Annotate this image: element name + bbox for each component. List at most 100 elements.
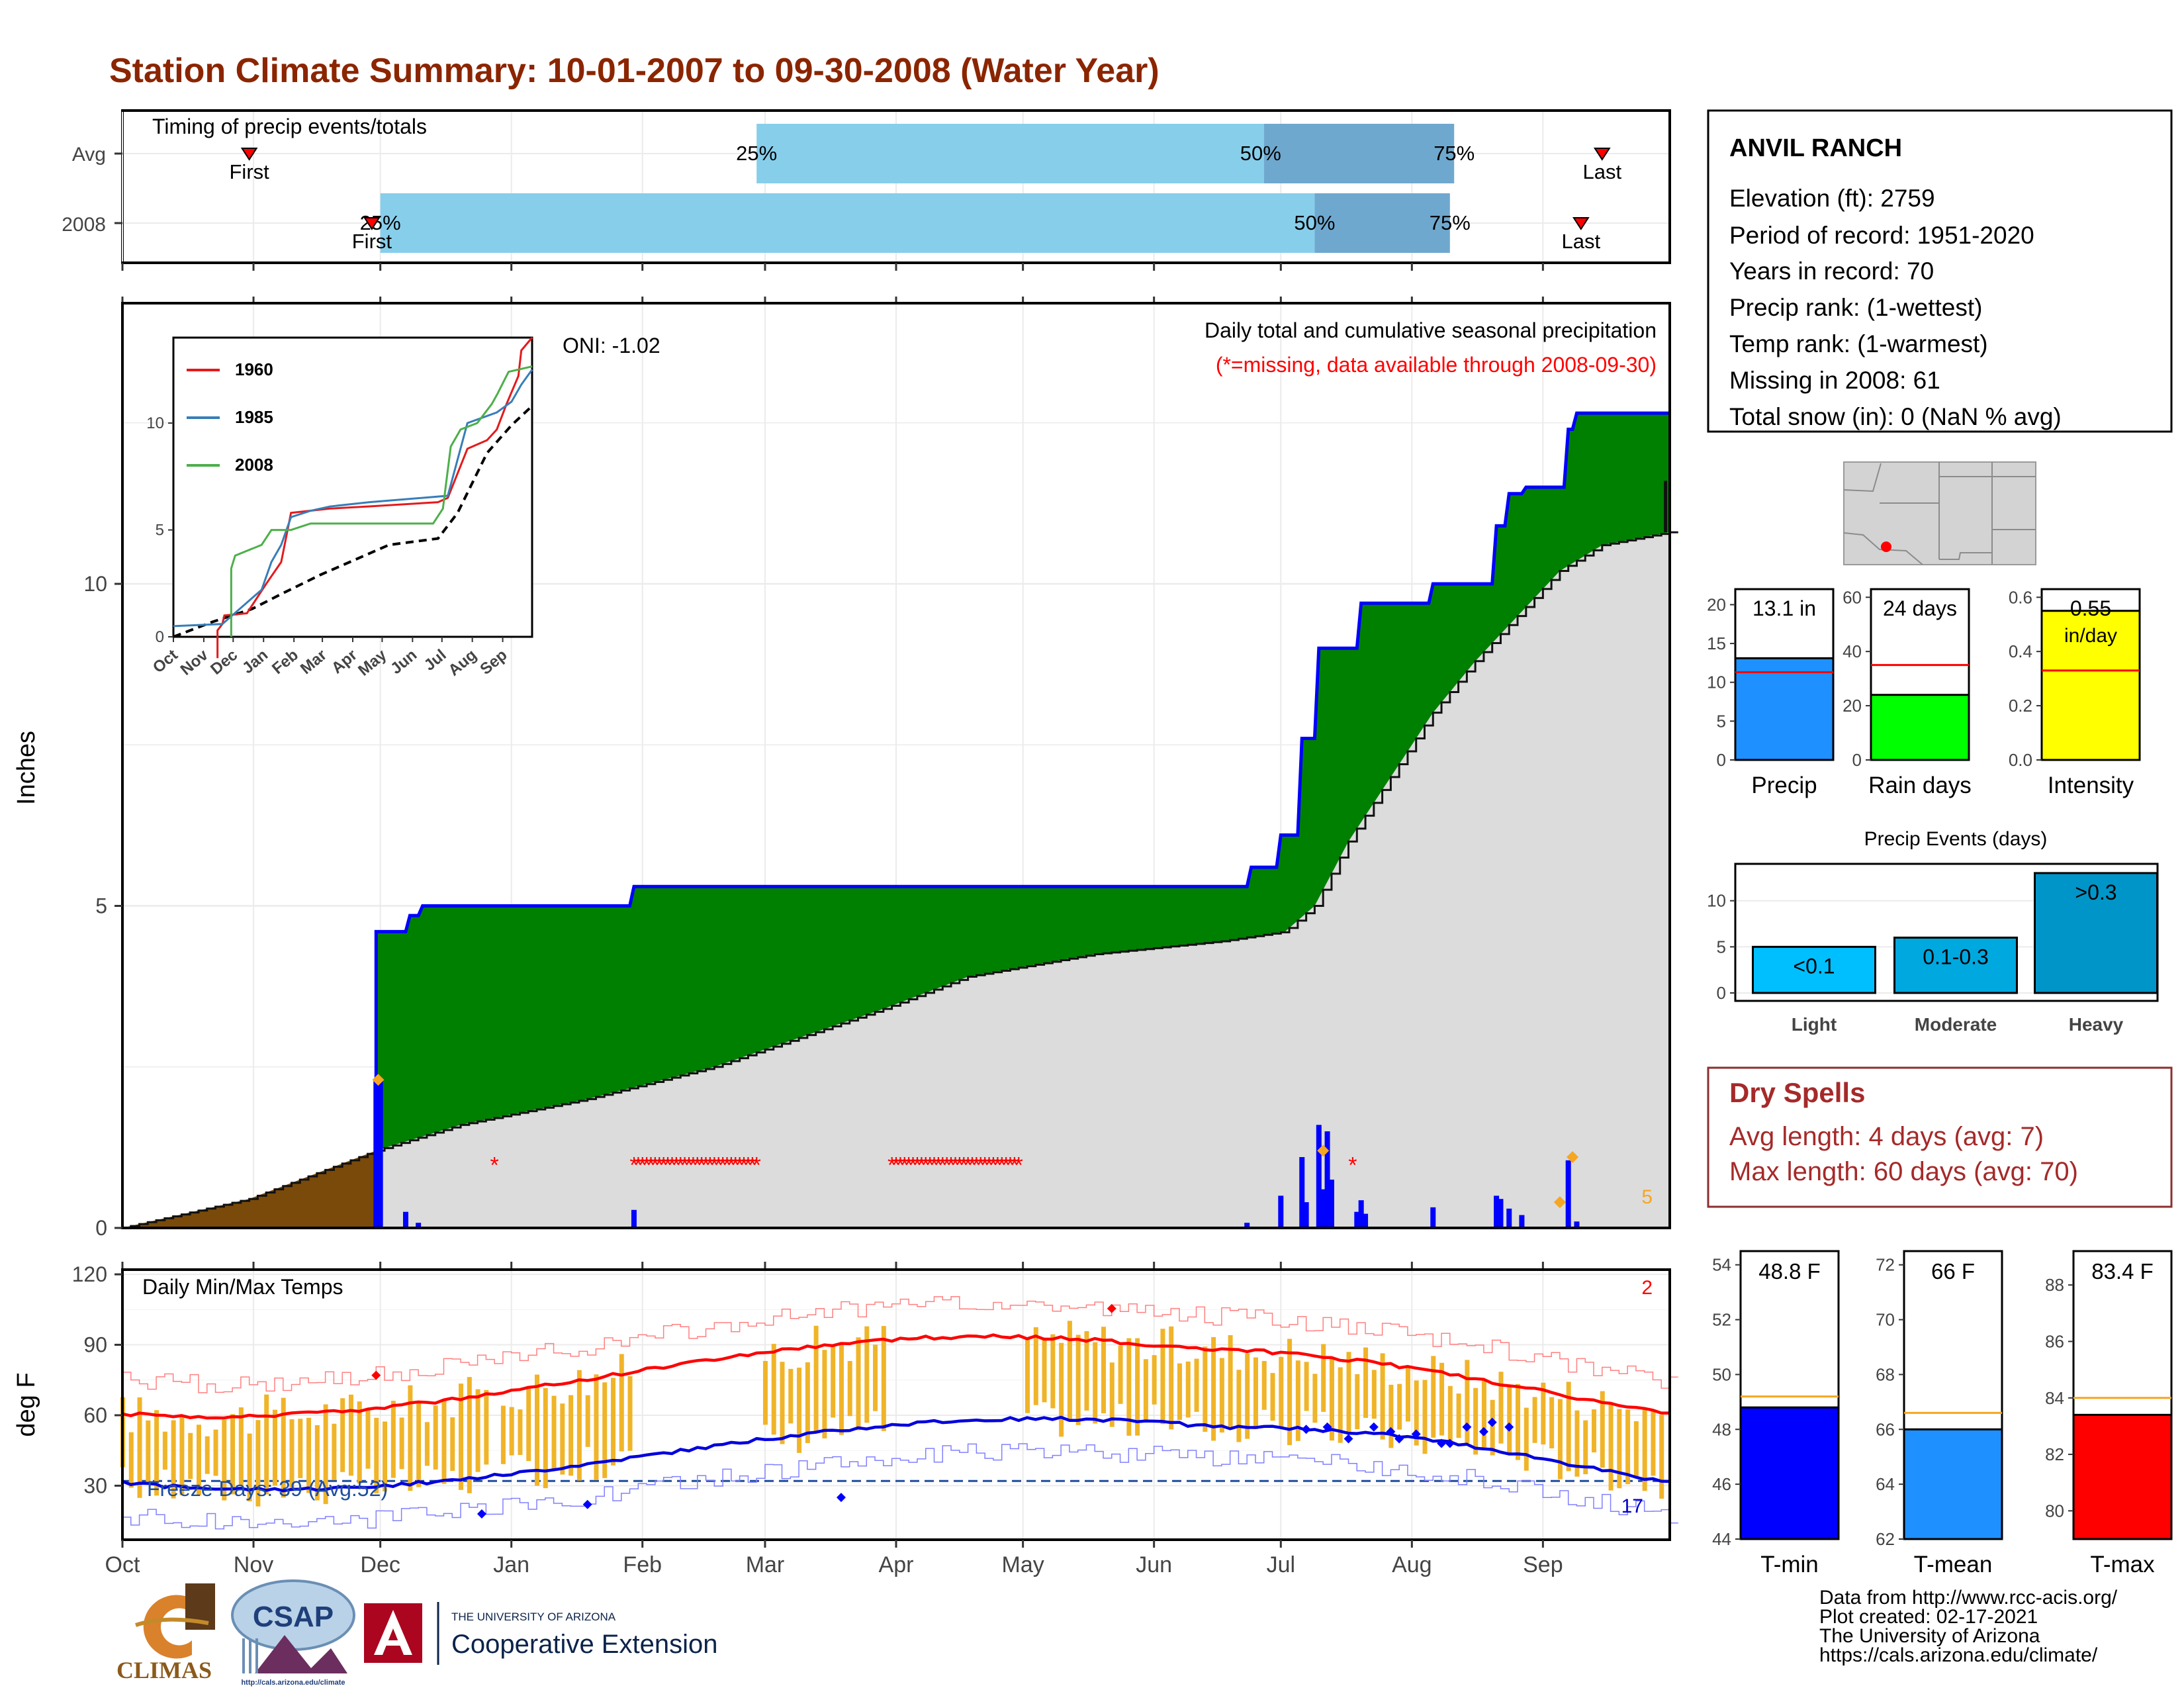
daily-temp-bar	[1101, 1327, 1107, 1414]
missing-marker: *	[668, 1153, 676, 1178]
daily-precip-bar	[1299, 1156, 1305, 1228]
temp-label: Daily Min/Max Temps	[142, 1275, 343, 1299]
daily-precip-bar	[1519, 1215, 1525, 1228]
cold-count: 17	[1621, 1495, 1643, 1517]
missing-marker: *	[663, 1153, 672, 1178]
missing-marker: *	[490, 1153, 499, 1178]
record-low-marker	[1301, 1425, 1311, 1434]
daily-temp-bar	[247, 1433, 252, 1502]
summary-ytick-label: 40	[1843, 641, 1862, 661]
dry-spells-avg: Avg length: 4 days (avg: 7)	[1729, 1122, 2044, 1151]
daily-temp-bar	[1405, 1366, 1410, 1422]
daily-temp-bar	[264, 1394, 269, 1495]
events-axis-label: Heavy	[2069, 1014, 2124, 1035]
daily-temp-bar	[332, 1423, 337, 1480]
daily-temp-bar	[788, 1368, 794, 1424]
summary-ytick-label: 0.6	[2009, 587, 2032, 607]
daily-temp-bar	[627, 1376, 633, 1451]
daily-temp-bar	[441, 1399, 447, 1484]
temp-summary-bar-t-min	[1739, 1406, 1840, 1540]
missing-marker: *	[887, 1153, 896, 1178]
daily-precip-bar	[1320, 1189, 1326, 1228]
daily-temp-bar	[856, 1337, 861, 1430]
daily-temp-bar	[1481, 1380, 1486, 1448]
daily-temp-bar	[340, 1398, 345, 1472]
daily-precip-bar	[1354, 1211, 1360, 1228]
missing-marker: *	[680, 1153, 689, 1178]
daily-temp-bar	[1270, 1373, 1275, 1421]
month-label: Aug	[1392, 1552, 1432, 1577]
average-max-line	[122, 1333, 1670, 1420]
footer-line-2: Plot created: 02-17-2021	[1819, 1606, 2038, 1628]
daily-temp-bar	[1633, 1421, 1639, 1478]
daily-temp-bar	[1642, 1409, 1647, 1491]
daily-temp-bar	[1625, 1409, 1631, 1485]
missing-marker: *	[896, 1153, 905, 1178]
summary-axis-label: Rain days	[1868, 773, 1972, 798]
average-cumulative-area	[122, 532, 1670, 1229]
locator-map	[1843, 461, 2036, 565]
daily-temp-bar	[611, 1378, 616, 1466]
events-bar-heavy	[2034, 872, 2158, 994]
precip-ytick-label: 10	[83, 572, 107, 596]
daily-temp-bar	[1388, 1384, 1394, 1448]
missing-marker: *	[997, 1153, 1006, 1178]
missing-marker: *	[727, 1153, 735, 1178]
record-high-line	[122, 1296, 1678, 1393]
daily-temp-bar	[1059, 1342, 1064, 1437]
footer-line-1: Data from http://www.rcc-acis.org/	[1819, 1587, 2118, 1609]
daily-temp-bar	[1557, 1399, 1563, 1479]
events-axis-label: Light	[1792, 1014, 1837, 1035]
timing-label-50: 50%	[1294, 211, 1335, 234]
record-low-marker	[1386, 1427, 1396, 1436]
station-info-box: ANVIL RANCH Elevation (ft): 2759 Period …	[1707, 109, 2173, 433]
temp-ytick-label: 30	[83, 1474, 107, 1497]
daily-precip-bar	[1498, 1199, 1504, 1228]
daily-temp-bar	[1507, 1385, 1512, 1454]
daily-temp-bar	[1541, 1382, 1546, 1445]
daily-temp-bar	[188, 1432, 193, 1479]
timing-bar-25-50	[380, 193, 1315, 253]
missing-marker: *	[739, 1153, 748, 1178]
daily-temp-bar	[1651, 1409, 1656, 1476]
summary-ytick-label: 0	[1852, 750, 1862, 770]
missing-marker: *	[718, 1153, 727, 1178]
daily-precip-bar	[377, 1080, 383, 1228]
daily-temp-bar	[1261, 1360, 1267, 1410]
missing-marker: *	[655, 1153, 664, 1178]
daily-temp-bar	[1414, 1380, 1419, 1446]
csap-logo: CSAP http://cals.arizona.edu/climate	[231, 1579, 355, 1687]
daily-temp-bar	[822, 1350, 827, 1438]
daily-temp-bar	[281, 1397, 286, 1498]
daily-temp-bar	[1152, 1355, 1157, 1405]
missing-marker: *	[723, 1153, 731, 1178]
daily-temp-bar	[1109, 1362, 1115, 1427]
events-ytick-label: 0	[1717, 983, 1726, 1003]
missing-marker: *	[993, 1153, 1002, 1178]
daily-temp-bar	[408, 1385, 413, 1491]
missing-marker: *	[651, 1153, 659, 1178]
timing-bar-50-75	[1314, 193, 1450, 253]
inset-frame	[172, 336, 533, 638]
ua-logo: THE UNIVERSITY OF ARIZONA Cooperative Ex…	[364, 1602, 717, 1665]
timing-first-label: First	[352, 230, 392, 253]
missing-marker: *	[659, 1153, 668, 1178]
precip-header: Daily total and cumulative seasonal prec…	[1205, 318, 1657, 342]
daily-precip-bar	[631, 1209, 637, 1228]
daily-temp-bar	[1075, 1335, 1081, 1425]
missing-marker: *	[905, 1153, 913, 1178]
inset-line-1985	[173, 369, 533, 628]
daily-temp-bar	[1600, 1391, 1605, 1468]
daily-temp-bar	[306, 1417, 312, 1493]
temp-summary-ytick-label: 62	[1876, 1529, 1895, 1549]
daily-temp-bar	[298, 1419, 303, 1478]
record-low-marker	[1437, 1438, 1447, 1448]
daily-temp-bar	[1456, 1393, 1461, 1438]
daily-temp-bar	[390, 1401, 396, 1478]
inset-ytick-label: 5	[156, 522, 164, 539]
missing-marker: *	[748, 1153, 756, 1178]
month-label: Mar	[746, 1552, 785, 1577]
daily-temp-bar	[450, 1417, 455, 1472]
timing-label: Timing of precip events/totals	[152, 115, 427, 138]
daily-temp-bar	[323, 1404, 328, 1505]
